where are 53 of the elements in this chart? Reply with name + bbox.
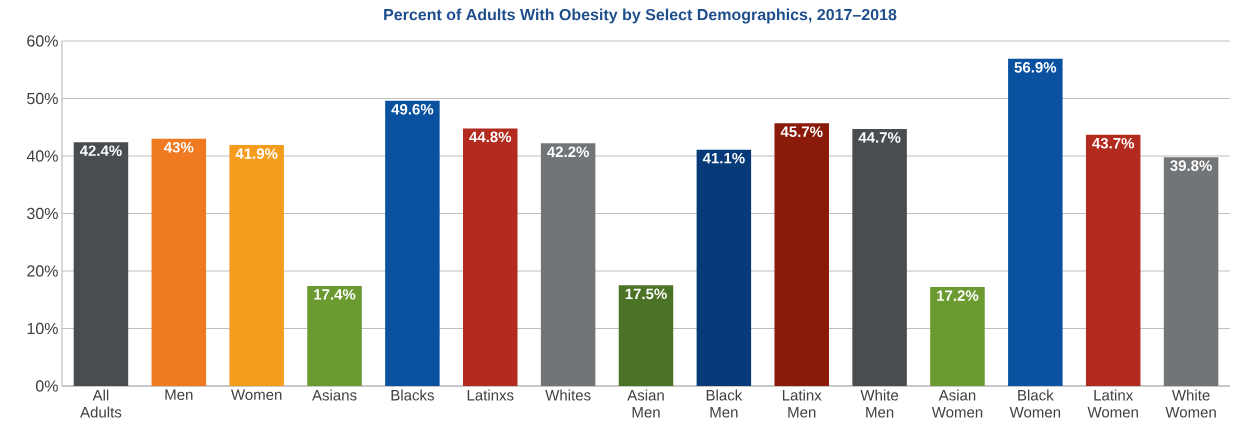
bar: [1085, 134, 1141, 386]
bar: [229, 145, 284, 386]
data-label: 45.7%: [780, 126, 823, 137]
data-label: 17.5%: [625, 288, 667, 300]
data-label: 44.8%: [469, 131, 512, 143]
y-tick-label: 20%: [27, 265, 58, 277]
x-tick-label: Blacks: [391, 389, 434, 401]
x-tick-label: Men: [165, 389, 193, 400]
bar: [696, 149, 752, 386]
x-tick-label: Latinx Men: [782, 389, 822, 418]
data-label: 42.2%: [547, 146, 589, 158]
bar: [930, 287, 985, 386]
bar: [540, 143, 596, 386]
chart-title: Percent of Adults With Obesity by Select Demographics, 2017–2018: [384, 8, 897, 24]
x-tick-label: Latinxs: [467, 389, 514, 401]
data-label: 44.7%: [858, 132, 901, 143]
y-tick-label: 30%: [27, 207, 58, 220]
x-tick-label: Latinx Women: [1087, 389, 1138, 418]
y-tick-label: 60%: [27, 35, 58, 47]
data-label: 43.7%: [1092, 137, 1135, 149]
x-tick-label: Asian Men: [627, 389, 664, 418]
x-tick-label: Women: [231, 389, 282, 400]
x-tick-label: Asian Women: [931, 389, 983, 418]
bar: [307, 285, 362, 386]
bar: [774, 123, 829, 386]
data-label: 49.6%: [391, 103, 434, 115]
bar: [73, 142, 129, 386]
x-tick-label: Asians: [312, 389, 357, 401]
bar: [151, 138, 207, 386]
data-label: 43%: [164, 141, 194, 153]
bar: [852, 128, 907, 386]
x-tick-label: All Adults: [80, 389, 122, 418]
y-tick-label: 10%: [27, 322, 58, 335]
x-tick-label: Whites: [545, 389, 591, 401]
x-tick-label: Black Men: [706, 389, 743, 418]
data-label: 42.4%: [79, 145, 122, 156]
x-tick-label: Black Women: [1009, 389, 1061, 418]
y-tick-label: 0%: [35, 380, 58, 392]
y-tick-label: 40%: [26, 150, 58, 162]
x-tick-label: White Men: [860, 389, 899, 418]
x-tick-label: White Women: [1165, 389, 1216, 418]
bar: [618, 285, 674, 386]
data-label: 41.9%: [235, 148, 278, 159]
data-label: 56.9%: [1014, 62, 1057, 73]
bar: [463, 128, 518, 386]
y-tick-label: 50%: [27, 92, 58, 105]
bar: [385, 100, 440, 386]
bar: [1163, 157, 1219, 386]
data-label: 17.4%: [314, 289, 356, 300]
data-label: 39.8%: [1170, 160, 1212, 171]
data-label: 41.1%: [702, 152, 745, 164]
data-label: 17.2%: [937, 290, 979, 301]
bar: [1008, 58, 1063, 386]
